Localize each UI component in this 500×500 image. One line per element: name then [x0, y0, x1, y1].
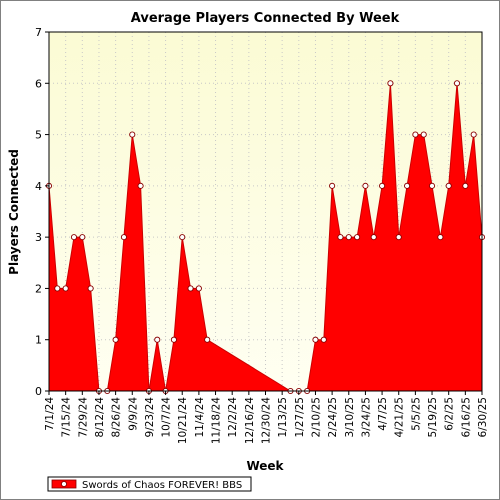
data-point: [112, 336, 119, 343]
data-point: [195, 285, 202, 292]
data-point: [428, 182, 436, 189]
legend-label: Swords of Chaos FOREVER! BBS: [82, 480, 242, 491]
data-point: [120, 234, 127, 241]
legend-marker: [60, 480, 68, 488]
x-tick-label: 11/18/24: [211, 397, 223, 444]
x-tick-label: 9/9/24: [127, 397, 139, 431]
x-tick-label: 1/27/25: [294, 397, 306, 437]
data-point: [379, 182, 386, 189]
data-point: [170, 336, 177, 343]
x-tick-label: 12/2/24: [227, 397, 239, 438]
data-point: [179, 234, 186, 241]
data-point: [79, 234, 86, 241]
data-point: [137, 182, 144, 189]
y-tick-label: 2: [35, 282, 42, 295]
y-tick-label: 1: [35, 334, 42, 347]
legend-box: [47, 476, 252, 492]
y-axis-label: Players Connected: [7, 149, 21, 275]
y-tick-label: 0: [35, 385, 42, 398]
data-point: [354, 234, 361, 241]
x-tick-label: 11/4/24: [194, 397, 206, 438]
y-tick-label: 3: [35, 231, 42, 244]
data-point: [337, 234, 344, 241]
data-point: [445, 182, 452, 189]
x-tick-label: 3/24/25: [360, 397, 372, 437]
x-tick-label: 2/24/25: [327, 397, 339, 437]
y-tick-label: 4: [35, 180, 42, 193]
x-tick-label: 4/21/25: [394, 397, 406, 437]
x-axis-label: Week: [246, 459, 284, 473]
y-tick-label: 6: [35, 77, 42, 90]
chart-title: Average Players Connected By Week: [131, 11, 400, 26]
data-point: [370, 234, 377, 241]
y-tick-label: 7: [35, 26, 42, 39]
x-tick-label: 7/1/24: [44, 397, 56, 431]
data-point: [312, 336, 319, 343]
x-tick-label: 3/10/25: [344, 397, 356, 437]
data-point: [329, 182, 336, 189]
data-point: [154, 336, 161, 343]
x-tick-label: 9/23/24: [144, 397, 156, 438]
x-tick-label: 8/12/24: [94, 397, 106, 438]
data-point: [70, 234, 78, 241]
series-area: [49, 83, 482, 392]
x-tick-label: 2/10/25: [310, 397, 322, 437]
data-point: [420, 131, 427, 138]
data-point: [387, 80, 394, 87]
data-point: [187, 285, 194, 292]
x-tick-label: 4/7/25: [377, 397, 389, 431]
x-tick-label: 10/7/24: [161, 397, 173, 438]
data-point: [62, 285, 69, 292]
x-tick-label: 7/29/24: [77, 397, 89, 438]
x-tick-label: 6/16/25: [460, 397, 472, 437]
x-tick-label: 7/15/24: [61, 397, 73, 438]
x-tick-label: 12/16/24: [244, 397, 256, 444]
data-point: [462, 182, 469, 189]
x-tick-label: 12/30/24: [261, 397, 273, 444]
x-tick-label: 5/5/25: [410, 397, 422, 431]
legend: Swords of Chaos FOREVER! BBS: [47, 476, 252, 492]
x-tick-label: 1/13/25: [277, 397, 289, 437]
plot-area: 0 1 2 3 4 5 6 7 7/1/24 7/15/24 7/29/24 8/12/24 8/26/…: [35, 26, 489, 444]
data-point: [404, 182, 411, 189]
data-point: [412, 131, 419, 138]
x-tick-label: 8/26/24: [111, 397, 123, 438]
x-tick-label: 6/2/25: [444, 397, 456, 431]
x-tick-label: 6/30/25: [477, 397, 489, 437]
data-point: [395, 234, 402, 241]
data-point: [204, 336, 211, 343]
x-tick-label: 5/19/25: [427, 397, 439, 437]
data-point: [453, 80, 461, 87]
data-point: [320, 336, 327, 343]
data-point: [362, 182, 369, 189]
x-tick-label: 10/21/24: [177, 397, 189, 444]
data-point: [345, 234, 352, 241]
y-tick-label: 5: [35, 129, 42, 142]
data-point: [470, 131, 477, 138]
data-point: [437, 234, 444, 241]
data-point: [87, 285, 94, 292]
data-point: [54, 285, 61, 292]
data-point: [129, 131, 136, 138]
